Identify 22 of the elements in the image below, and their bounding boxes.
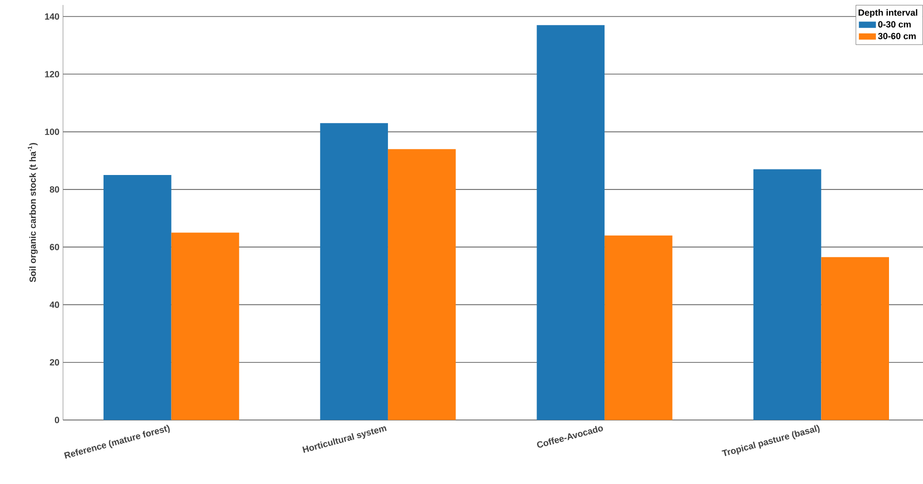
bar (536, 25, 605, 420)
y-tick-label: 0 (54, 416, 60, 424)
bar (604, 236, 672, 420)
x-tick-label: Reference (mature forest) (64, 424, 170, 459)
y-tick-label: 100 (45, 128, 60, 135)
y-tick-label: 40 (50, 302, 60, 308)
bar (388, 149, 456, 420)
bar (320, 123, 388, 420)
bar (821, 257, 889, 420)
x-tick-label: Tropical pasture (basal) (722, 424, 820, 456)
y-tick-label: 120 (45, 70, 60, 78)
bar (104, 175, 172, 420)
legend-label: 30-60 cm (878, 32, 916, 40)
y-axis-title: Soil organic carbon stock (t ha$^{-1}$) (28, 143, 38, 282)
legend-label: 0-30 cm (878, 21, 911, 28)
y-tick-label: 80 (50, 186, 60, 193)
legend-title: Depth interval (858, 9, 918, 18)
y-tick-label: 140 (45, 13, 60, 20)
bar (171, 232, 240, 420)
y-tick-label: 60 (50, 244, 60, 250)
bar (753, 169, 822, 420)
y-tick-label: 20 (50, 359, 60, 366)
